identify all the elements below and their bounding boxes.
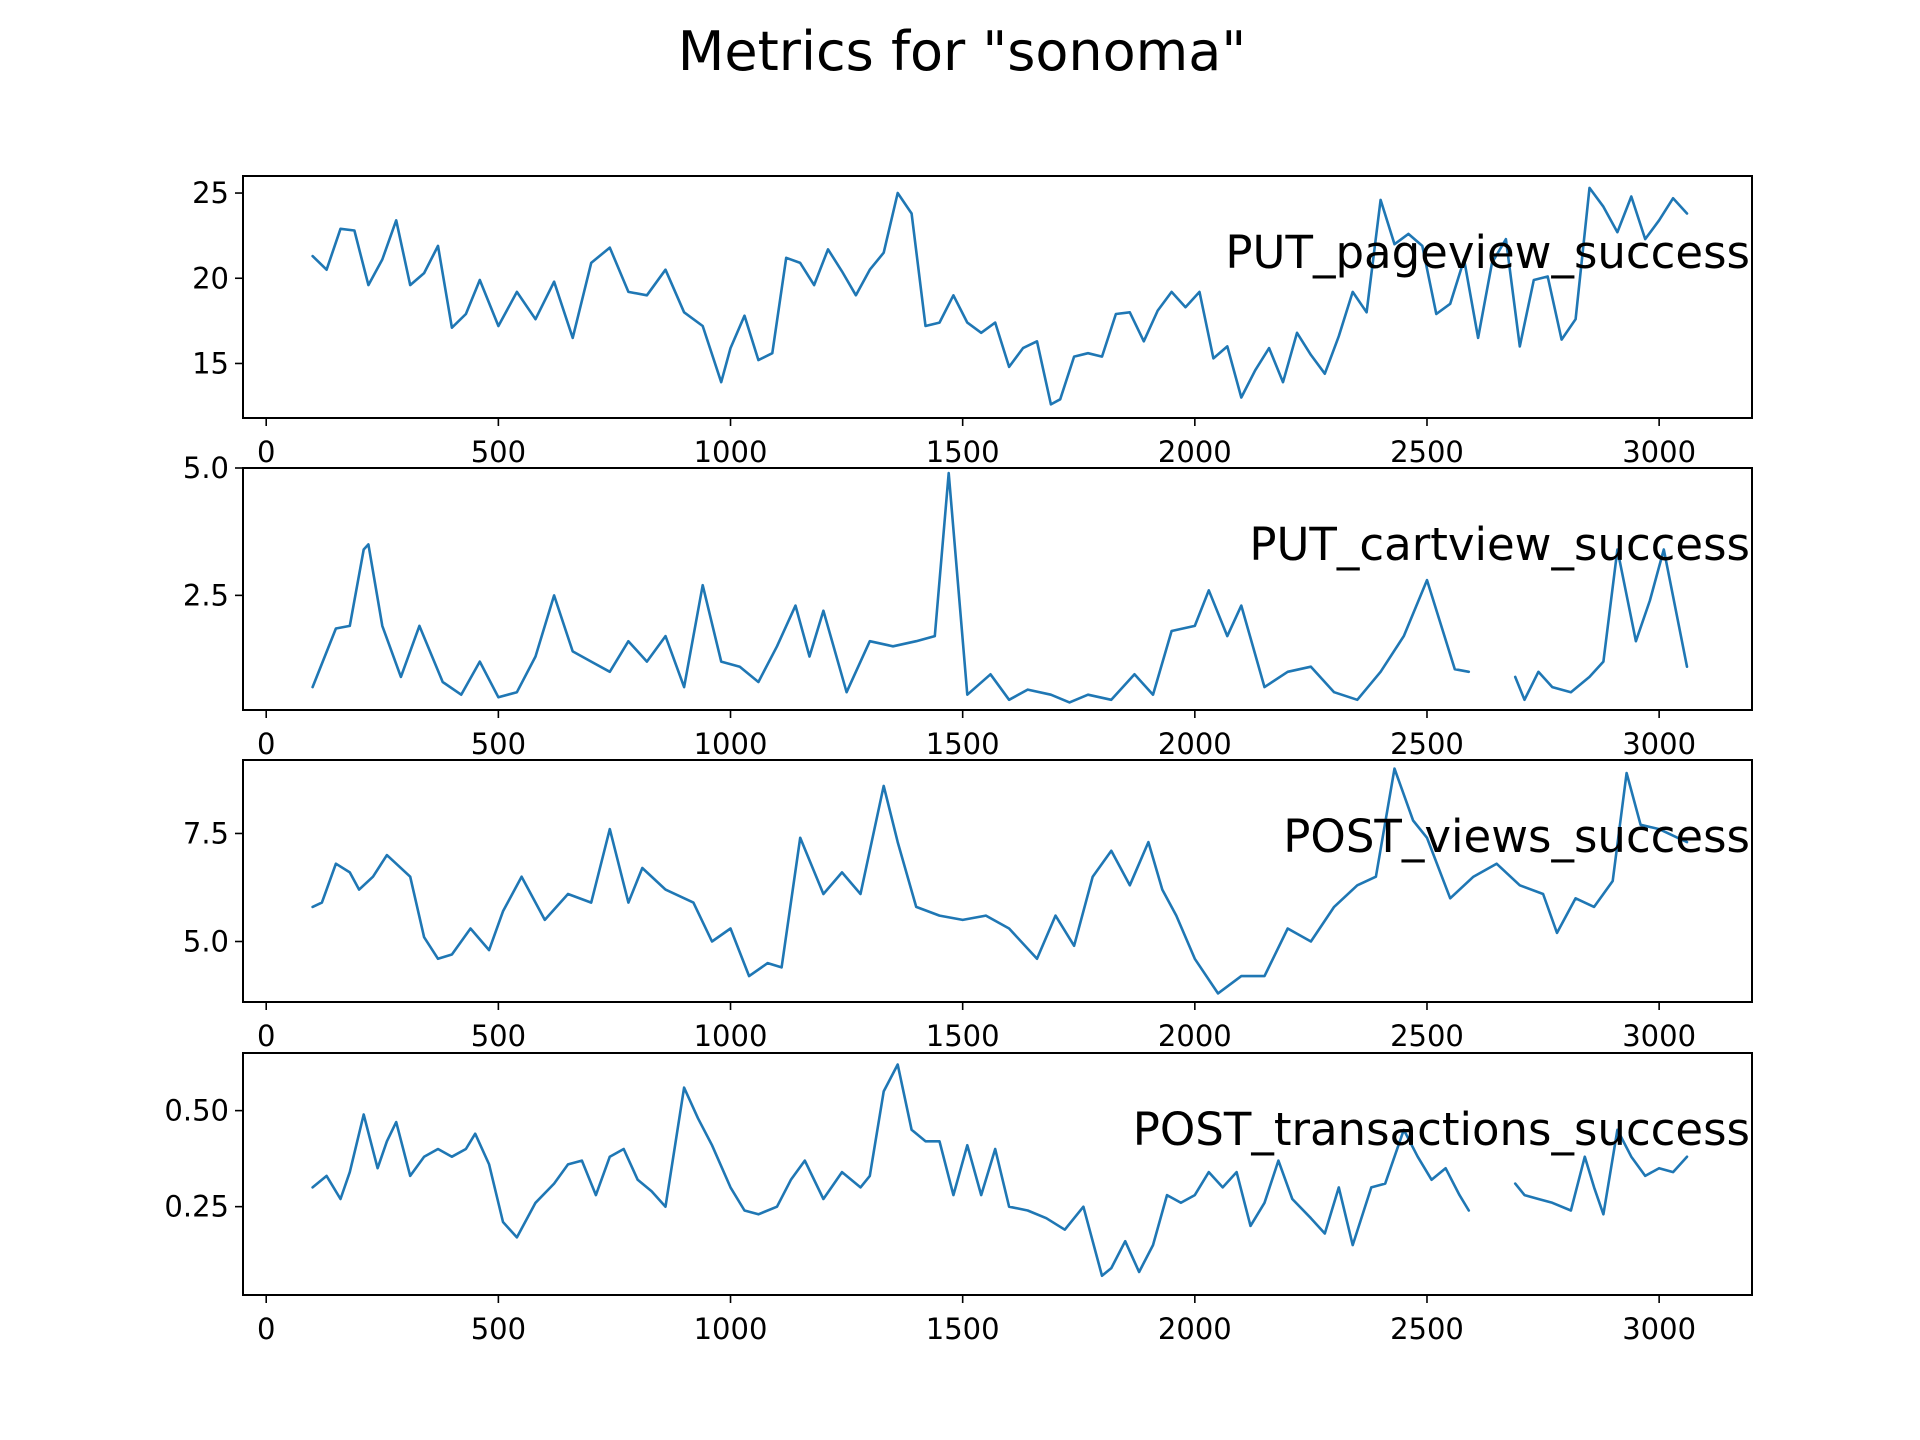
x-tick-label: 1500 — [926, 727, 1000, 761]
axes-frame — [242, 175, 1753, 419]
y-tick-label: 7.5 — [183, 816, 229, 850]
x-tick-label: 3000 — [1622, 435, 1696, 469]
x-tick-label: 2000 — [1158, 1312, 1232, 1346]
x-tick-label: 500 — [471, 1312, 526, 1346]
subplot-4: 0 500 1000 1500 2000 2500 3000 0.25 0.50 POST_tra… — [164, 1052, 1753, 1346]
x-tick-label: 2000 — [1158, 727, 1232, 761]
subplot-1: 0 500 1000 1500 2000 2500 3000 15 20 25 PUT_pagevi… — [192, 175, 1753, 469]
axes-frame — [242, 1052, 1753, 1296]
x-tick-label: 1500 — [926, 1312, 1000, 1346]
series-line-segment — [311, 186, 1689, 406]
x-tick-label: 2500 — [1390, 435, 1464, 469]
x-tick-label: 3000 — [1622, 1312, 1696, 1346]
x-tick-label: 500 — [471, 727, 526, 761]
y-tick-label: 0.50 — [164, 1094, 229, 1128]
panel-label: PUT_cartview_success — [1249, 518, 1750, 571]
x-tick-label: 2500 — [1390, 727, 1464, 761]
series-line-segment — [311, 471, 1471, 704]
x-tick-label: 0 — [257, 1312, 275, 1346]
x-tick-label: 3000 — [1622, 727, 1696, 761]
x-tick-label: 2500 — [1390, 1019, 1464, 1053]
y-tick-label: 15 — [192, 346, 229, 380]
x-tick-label: 0 — [257, 435, 275, 469]
x-tick-label: 1000 — [694, 1019, 768, 1053]
x-tick-label: 2500 — [1390, 1312, 1464, 1346]
series-line-segment — [1513, 1128, 1689, 1216]
panel-label: PUT_pageview_success — [1225, 226, 1750, 279]
x-tick-label: 1000 — [694, 435, 768, 469]
subplot-stack: 0 500 1000 1500 2000 2500 3000 15 20 25 PUT_pagevi… — [164, 175, 1753, 1346]
x-tick-label: 500 — [471, 435, 526, 469]
y-tick-label: 20 — [192, 261, 229, 295]
subplot-3: 0 500 1000 1500 2000 2500 3000 5.0 7.5 POST_views… — [183, 759, 1753, 1053]
subplot-2: 0 500 1000 1500 2000 2500 3000 2.5 5.0 PUT_cartvi… — [183, 451, 1753, 761]
x-tick-label: 500 — [471, 1019, 526, 1053]
x-tick-label: 3000 — [1622, 1019, 1696, 1053]
y-tick-label: 0.25 — [164, 1190, 229, 1224]
x-tick-label: 2000 — [1158, 1019, 1232, 1053]
y-tick-label: 5.0 — [183, 925, 229, 959]
axes-frame — [242, 467, 1753, 711]
figure-title: Metrics for "sonoma" — [678, 20, 1246, 83]
y-tick-label: 25 — [192, 176, 229, 210]
y-tick-label: 2.5 — [183, 578, 229, 612]
x-tick-label: 0 — [257, 1019, 275, 1053]
x-tick-label: 0 — [257, 727, 275, 761]
axes-frame — [242, 759, 1753, 1003]
x-tick-label: 2000 — [1158, 435, 1232, 469]
x-tick-label: 1000 — [694, 1312, 768, 1346]
series-line-segment — [1513, 548, 1689, 702]
panel-label: POST_views_success — [1283, 810, 1750, 863]
series-line-segment — [311, 1063, 1471, 1278]
series-line-segment — [311, 767, 1689, 995]
y-tick-label: 5.0 — [183, 451, 229, 485]
x-tick-label: 1500 — [926, 1019, 1000, 1053]
x-tick-label: 1000 — [694, 727, 768, 761]
x-tick-label: 1500 — [926, 435, 1000, 469]
panel-label: POST_transactions_success — [1133, 1103, 1750, 1156]
